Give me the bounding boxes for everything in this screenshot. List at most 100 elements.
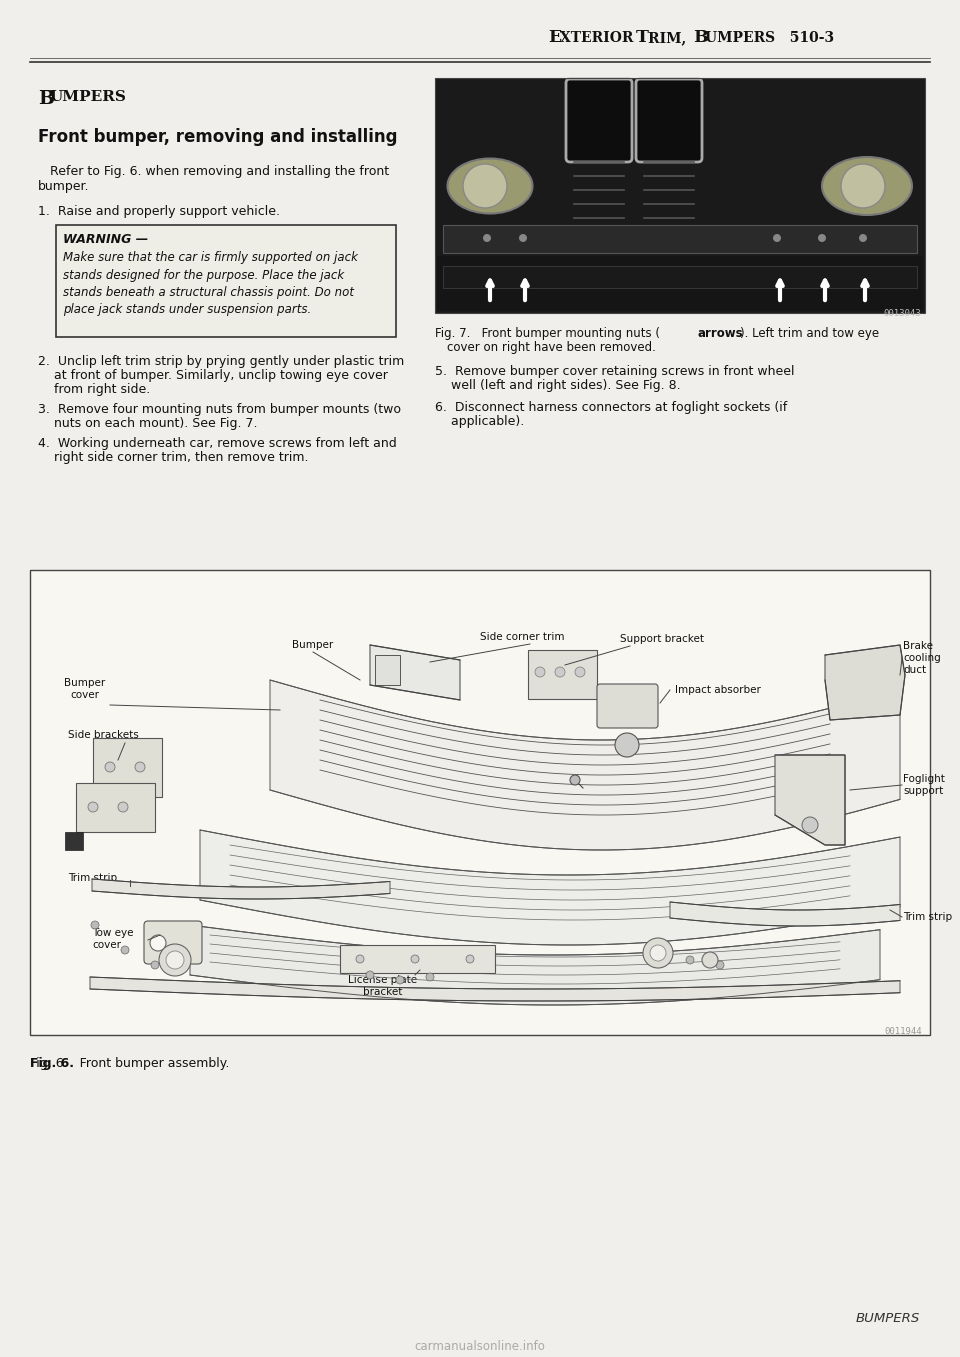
Polygon shape [825,645,905,721]
Circle shape [535,668,545,677]
Text: Front bumper, removing and installing: Front bumper, removing and installing [38,128,397,147]
Circle shape [686,955,694,963]
Text: License plate
bracket: License plate bracket [348,974,418,997]
Text: applicable).: applicable). [435,415,524,427]
Text: arrows: arrows [698,327,744,341]
Bar [340,944,495,973]
Circle shape [802,817,818,833]
Bar [443,225,917,252]
Circle shape [166,951,184,969]
Circle shape [466,955,474,963]
Text: UMPERS   510-3: UMPERS 510-3 [705,31,834,45]
Text: Tow eye
cover: Tow eye cover [92,928,133,950]
Circle shape [483,233,491,242]
Text: –Bumper bracket bolt: –Bumper bracket bolt [585,780,698,790]
Text: Side brackets: Side brackets [68,730,139,740]
Bar [56,225,396,337]
Ellipse shape [822,157,912,214]
Text: Fig. 6.   Front bumper assembly.: Fig. 6. Front bumper assembly. [30,1057,229,1071]
Text: nuts on each mount). See Fig. 7.: nuts on each mount). See Fig. 7. [38,417,257,430]
Circle shape [650,944,666,961]
Bar [65,832,83,849]
FancyBboxPatch shape [76,783,155,832]
Text: B: B [693,30,708,46]
Circle shape [570,775,580,784]
Bar [435,77,925,313]
Circle shape [702,953,718,968]
Text: ). Left trim and tow eye: ). Left trim and tow eye [740,327,879,341]
Circle shape [575,668,585,677]
Text: Foglight
support: Foglight support [903,773,945,797]
Text: Support bracket: Support bracket [620,634,704,645]
Circle shape [411,955,419,963]
Text: UMPERS: UMPERS [50,90,127,104]
Text: Bumper
cover: Bumper cover [64,678,106,700]
Text: at front of bumper. Similarly, unclip towing eye cover: at front of bumper. Similarly, unclip to… [38,369,388,383]
Text: RIM,: RIM, [648,31,691,45]
Polygon shape [775,754,845,845]
FancyBboxPatch shape [93,738,162,797]
Circle shape [859,233,867,242]
Text: BUMPERS: BUMPERS [855,1311,920,1324]
Text: Trim strip: Trim strip [68,873,117,883]
Circle shape [773,233,781,242]
Text: Bumper: Bumper [293,641,334,650]
Polygon shape [190,925,880,1006]
Circle shape [396,976,404,984]
Text: E: E [548,30,562,46]
Text: Side corner trim: Side corner trim [480,632,564,642]
FancyBboxPatch shape [636,79,702,161]
Text: 4.  Working underneath car, remove screws from left and: 4. Working underneath car, remove screws… [38,437,396,451]
Text: well (left and right sides). See Fig. 8.: well (left and right sides). See Fig. 8. [435,379,681,392]
Bar [375,655,400,685]
Circle shape [159,944,191,976]
Circle shape [426,973,434,981]
FancyBboxPatch shape [566,79,632,161]
Polygon shape [670,902,900,925]
Bar [30,570,930,1035]
Circle shape [91,921,99,930]
Polygon shape [200,830,900,944]
Polygon shape [90,977,900,1001]
Circle shape [666,106,694,134]
Circle shape [105,763,115,772]
Circle shape [135,763,145,772]
Text: right side corner trim, then remove trim.: right side corner trim, then remove trim… [38,451,308,464]
Circle shape [150,935,166,951]
FancyBboxPatch shape [144,921,202,963]
Text: XTERIOR: XTERIOR [560,31,638,45]
Circle shape [463,164,507,208]
Ellipse shape [447,159,533,213]
Circle shape [356,955,364,963]
Bar [435,77,925,313]
Text: Fig. 7.   Front bumper mounting nuts (: Fig. 7. Front bumper mounting nuts ( [435,327,660,341]
Circle shape [151,961,159,969]
Text: Brake
cooling
duct: Brake cooling duct [903,641,941,676]
Circle shape [121,946,129,954]
Circle shape [555,668,565,677]
Text: Impact absorber: Impact absorber [675,685,761,695]
Text: 0011944: 0011944 [884,1027,922,1035]
FancyBboxPatch shape [528,650,597,699]
Polygon shape [270,680,900,849]
Circle shape [88,802,98,811]
Text: Fig. 6.: Fig. 6. [30,1057,74,1071]
Text: from right side.: from right side. [38,383,151,396]
Circle shape [615,733,639,757]
Text: bumper.: bumper. [38,180,89,193]
Text: WARNING —: WARNING — [63,233,148,246]
Text: Refer to Fig. 6. when removing and installing the front: Refer to Fig. 6. when removing and insta… [38,166,389,178]
Polygon shape [92,879,390,898]
Text: carmanualsonline.info: carmanualsonline.info [415,1339,545,1353]
Text: 2.  Unclip left trim strip by prying gently under plastic trim: 2. Unclip left trim strip by prying gent… [38,356,404,368]
Polygon shape [370,645,460,700]
Text: 0013043: 0013043 [883,309,921,318]
Circle shape [519,233,527,242]
Circle shape [366,972,374,978]
Text: Make sure that the car is firmly supported on jack
stands designed for the purpo: Make sure that the car is firmly support… [63,251,358,316]
Text: 3.  Remove four mounting nuts from bumper mounts (two: 3. Remove four mounting nuts from bumper… [38,403,401,417]
Bar [437,256,923,311]
Circle shape [841,164,885,208]
FancyBboxPatch shape [597,684,658,727]
Bar [443,266,917,288]
